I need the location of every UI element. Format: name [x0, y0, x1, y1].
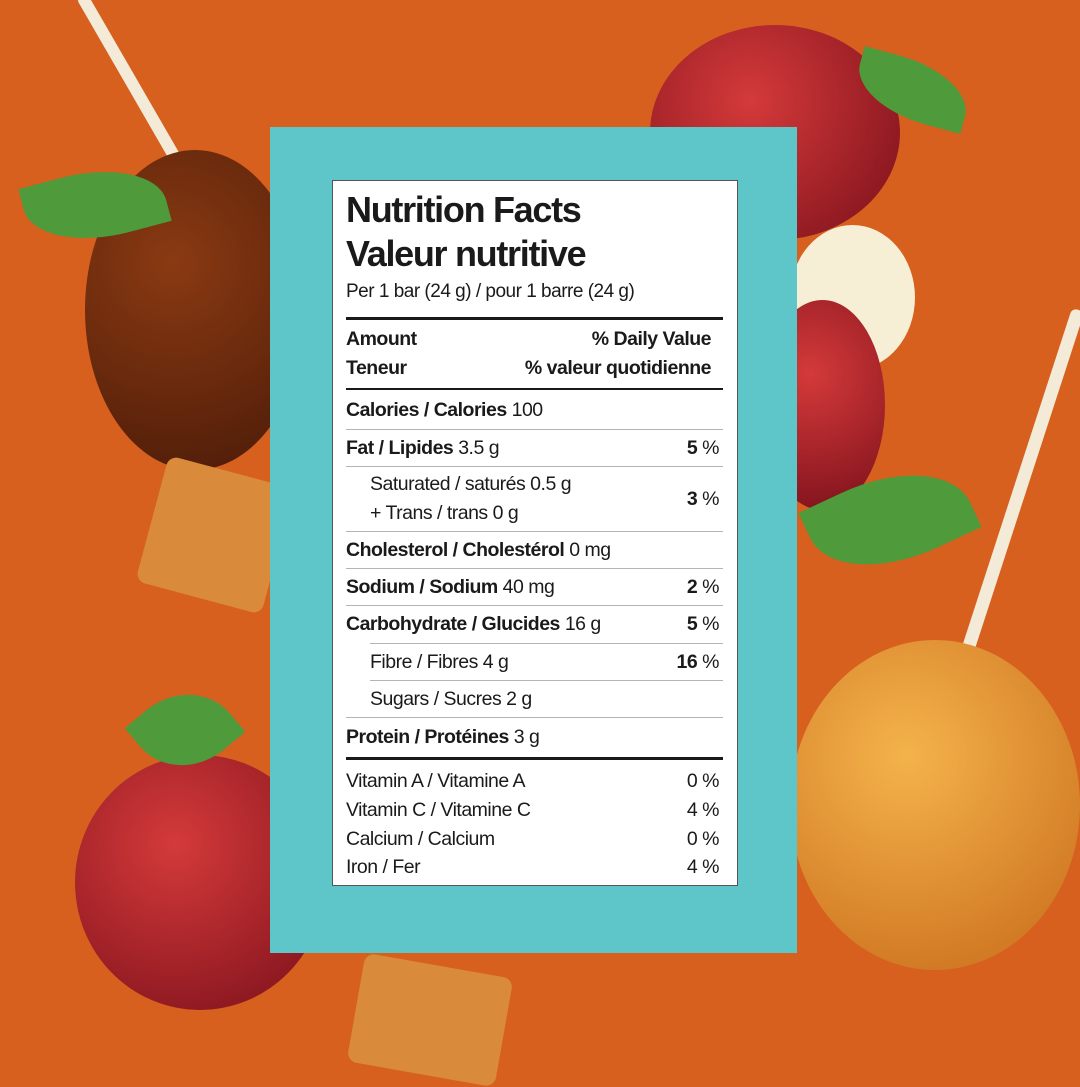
nutrient-name: Fibre / Fibres 4 g [370, 650, 509, 673]
divider [346, 717, 723, 718]
divider [346, 466, 723, 467]
nutrient-name: Sugars / Sucres 2 g [370, 687, 532, 710]
nutrient-name: Fat / Lipides [346, 436, 454, 459]
vitamin-row: Calcium / Calcium 0 % [346, 825, 723, 854]
percent-sign: % [697, 613, 719, 635]
sugars-row: Sugars / Sucres 2 g [346, 681, 723, 717]
nutrient-name: Protein / Protéines [346, 725, 509, 748]
daily-value: 4 % [686, 799, 720, 821]
daily-value: 5 [686, 436, 698, 459]
vitamin-name: Iron / Fer [346, 856, 421, 878]
dv-label: % Daily Value [591, 327, 712, 350]
thick-divider [346, 757, 723, 760]
vitamin-name: Vitamin C / Vitamine C [346, 799, 531, 821]
nutrient-amount: 40 mg [502, 575, 555, 598]
divider [346, 605, 723, 606]
daily-value: 2 [686, 575, 698, 598]
nutrient-amount: 3 g [513, 725, 540, 748]
nutrient-name: Carbohydrate / Glucides [346, 613, 560, 635]
caramel-piece-image [346, 952, 514, 1087]
title-fr: Valeur nutritive [346, 233, 587, 274]
fibre-row: Fibre / Fibres 4 g 16 % [346, 644, 723, 680]
percent-sign: % [697, 575, 719, 598]
vitamin-name: Calcium / Calcium [346, 828, 495, 850]
vitamin-name: Vitamin A / Vitamine A [346, 770, 526, 792]
daily-value: 4 % [686, 856, 720, 878]
nutrient-name: Cholesterol / Cholestérol [346, 538, 565, 561]
carbohydrate-row: Carbohydrate / Glucides 16 g 5 % [346, 606, 723, 643]
calories-row: Calories / Calories 100 [346, 393, 723, 428]
caramel-apple-image [790, 640, 1080, 970]
nutrition-facts-label: Nutrition Facts Valeur nutritive Per 1 b… [332, 180, 738, 886]
trans-fat: + Trans / trans 0 g [370, 502, 519, 524]
title-en: Nutrition Facts [346, 189, 582, 230]
percent-sign: % [697, 650, 719, 673]
vitamin-row: Vitamin C / Vitamine C 4 % [346, 796, 723, 825]
percent-sign: % [697, 436, 719, 459]
vitamin-row: Iron / Fer 4 % [346, 853, 723, 882]
percent-sign: % [697, 487, 719, 510]
nutrient-amount: 16 g [564, 613, 601, 635]
daily-value: 0 % [686, 828, 720, 850]
daily-value: 0 % [686, 770, 720, 792]
divider [370, 643, 723, 644]
serving-size: Per 1 bar (24 g) / pour 1 barre (24 g) [346, 281, 635, 302]
nutrient-name: Sodium / Sodium [346, 575, 498, 598]
nutrient-amount: 100 [511, 399, 544, 421]
cholesterol-row: Cholesterol / Cholestérol 0 mg [346, 532, 723, 568]
teneur-label: Teneur [346, 356, 407, 379]
amount-label: Amount [346, 327, 417, 350]
protein-row: Protein / Protéines 3 g [346, 718, 723, 756]
divider [370, 680, 723, 681]
header-row-fr: Teneur % valeur quotidienne [346, 354, 723, 382]
divider [346, 388, 723, 390]
thick-divider [346, 317, 723, 320]
fat-row: Fat / Lipides 3.5 g 5 % [346, 430, 723, 466]
nutrient-name: Saturated / saturés 0.5 g [370, 473, 572, 495]
nutrient-amount: 0 mg [569, 538, 611, 561]
daily-value: 16 [676, 650, 698, 673]
divider [346, 429, 723, 430]
daily-value: 3 [686, 487, 698, 510]
nutrient-amount: 3.5 g [458, 436, 500, 459]
header-row-en: Amount % Daily Value [346, 325, 723, 353]
divider [346, 568, 723, 569]
daily-value: 5 [686, 613, 698, 635]
vitamin-row: Vitamin A / Vitamine A 0 % [346, 767, 723, 796]
sodium-row: Sodium / Sodium 40 mg 2 % [346, 569, 723, 605]
nutrient-name: Calories / Calories [346, 399, 507, 421]
divider [346, 531, 723, 532]
vq-label: % valeur quotidienne [524, 356, 712, 379]
saturated-row: Saturated / saturés 0.5 g + Trans / trans… [346, 467, 723, 531]
